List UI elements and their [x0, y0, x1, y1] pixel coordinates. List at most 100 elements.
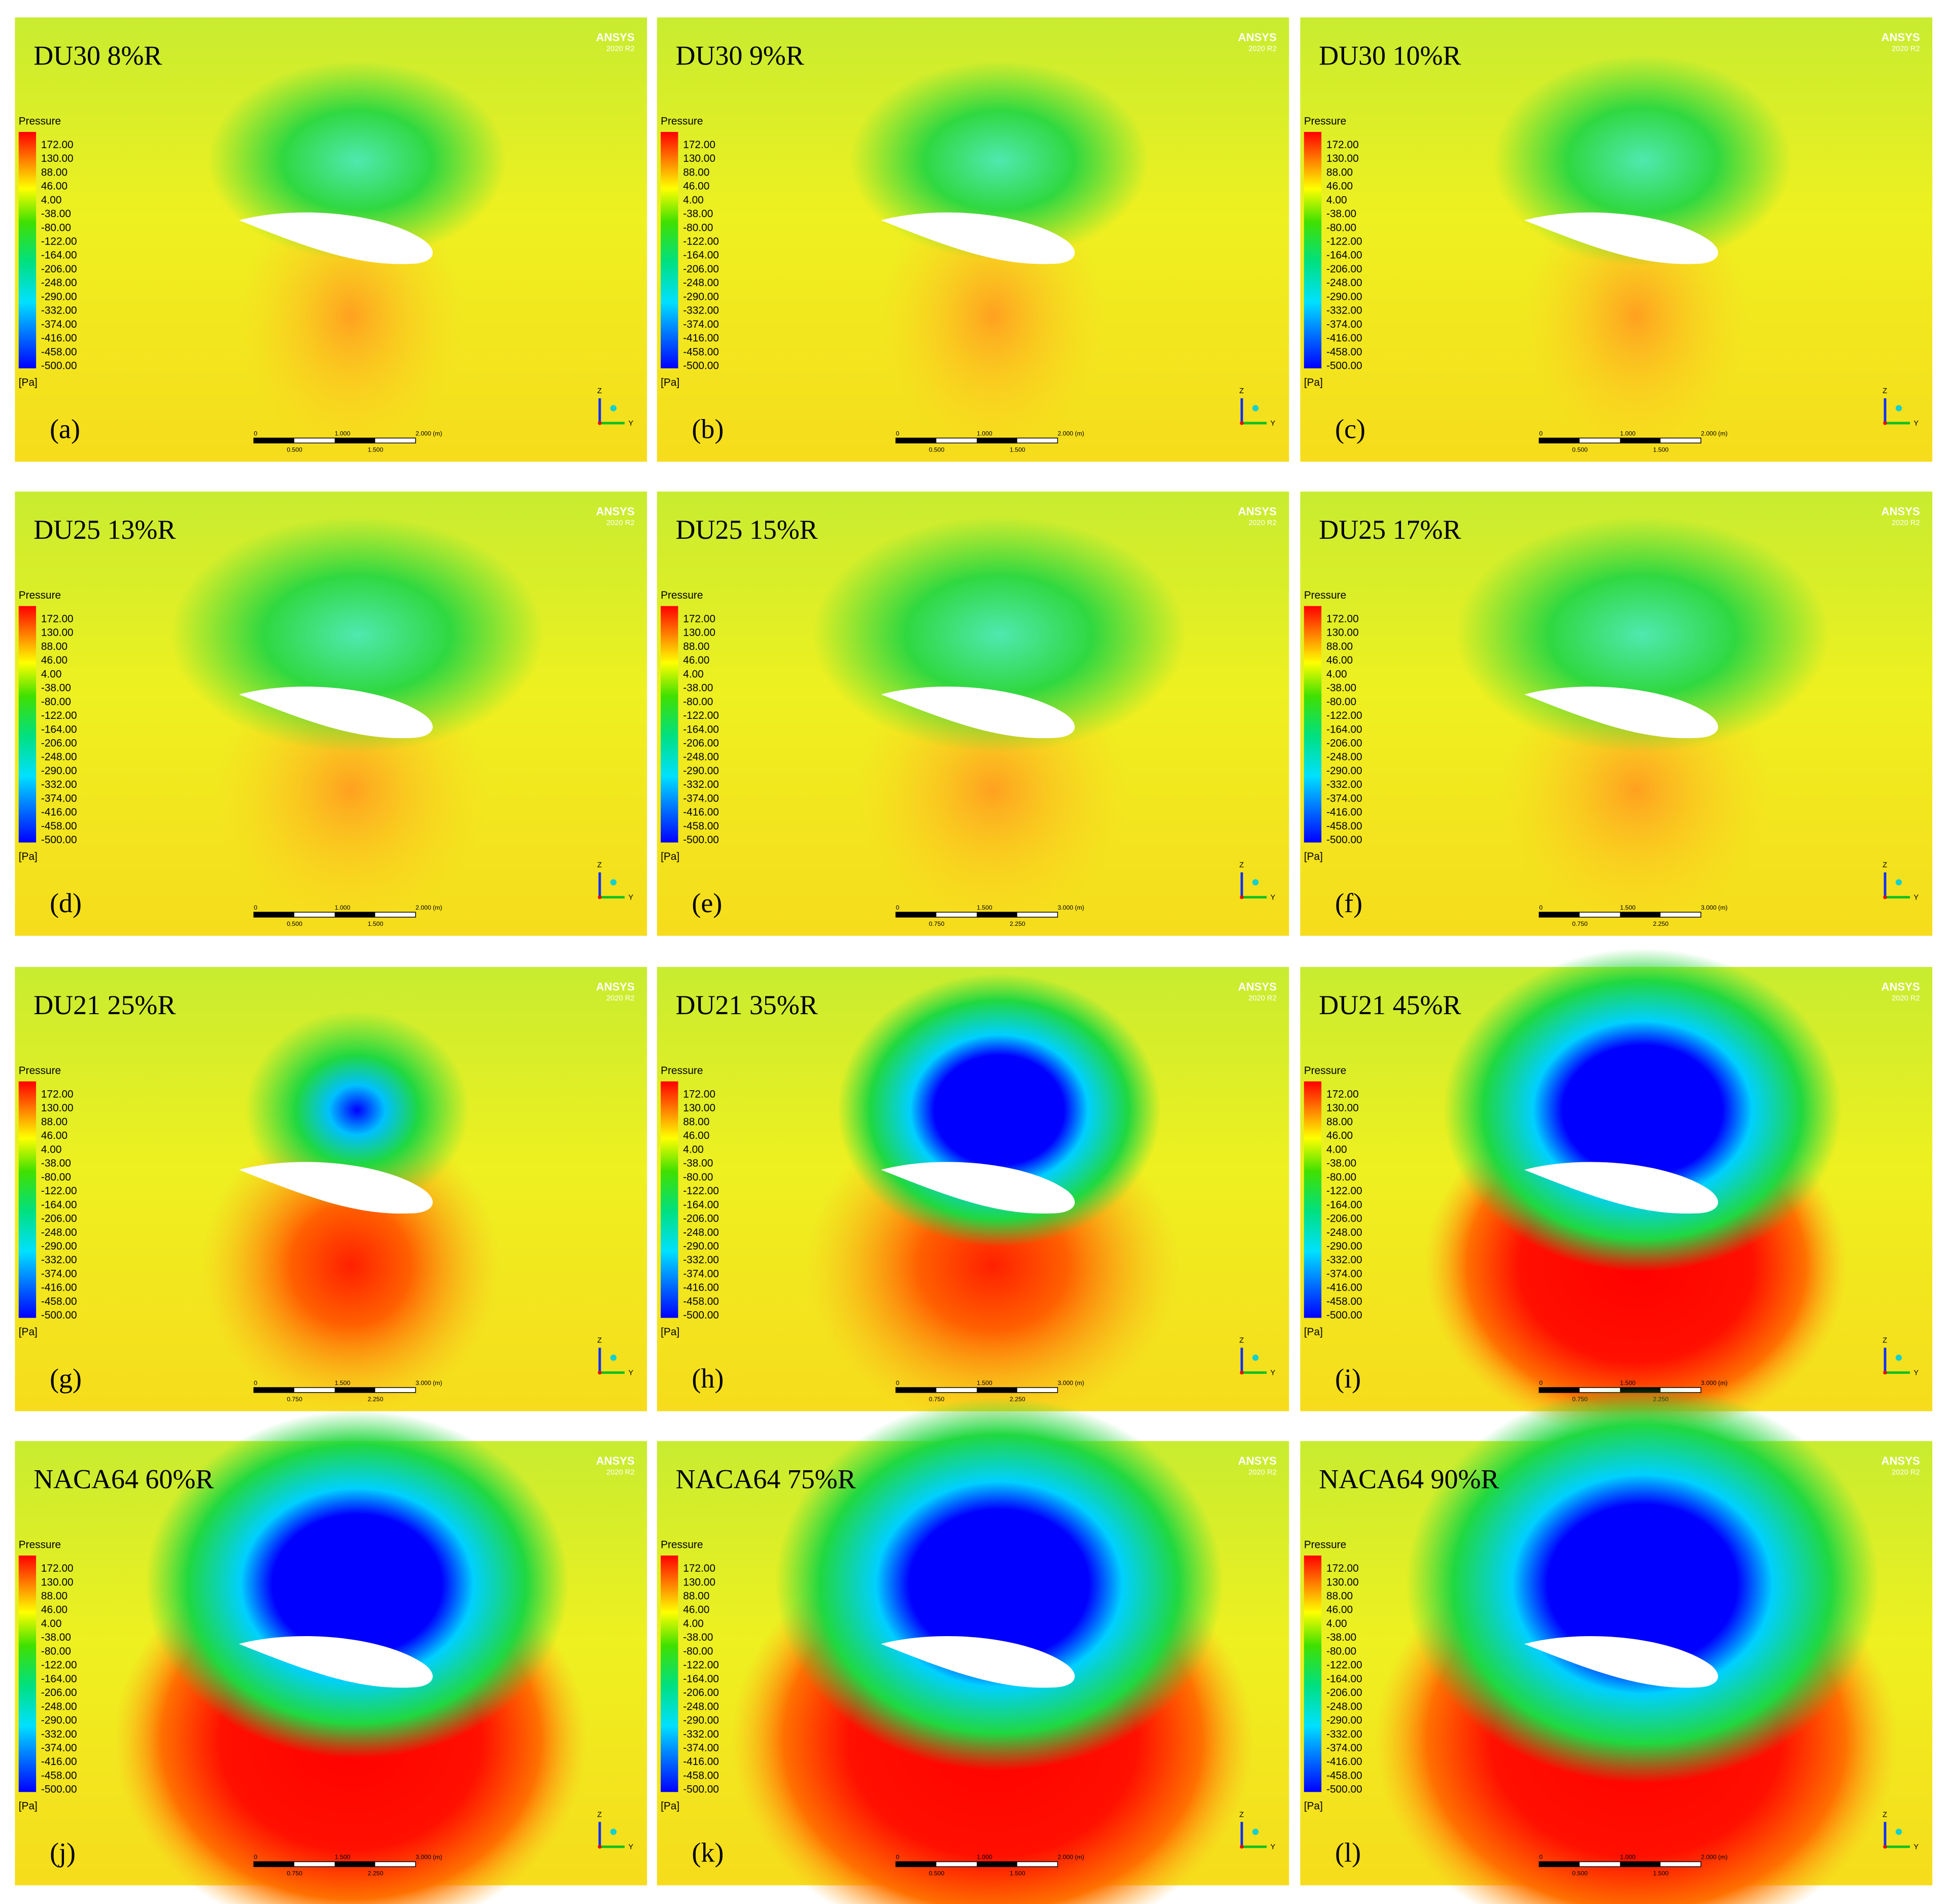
legend-label: 4.00 — [683, 1618, 704, 1630]
scale-label: 3.000 (m) — [1057, 1379, 1084, 1387]
legend-label: -80.00 — [683, 222, 713, 233]
panel: NACA64 90%R ANSYS 2020 R2 Pressure 172.00 130… — [1300, 1385, 1933, 1904]
legend-label: -206.00 — [683, 1213, 719, 1225]
legend-label: -206.00 — [41, 738, 77, 749]
legend-label: -206.00 — [683, 1687, 719, 1699]
panel-title: NACA64 60%R — [33, 1464, 214, 1495]
legend-label: 88.00 — [1326, 166, 1353, 178]
legend-label: -416.00 — [1326, 1756, 1362, 1768]
legend-label: -332.00 — [41, 1254, 77, 1266]
legend-unit: [Pa] — [1304, 376, 1323, 388]
legend-label: 46.00 — [1326, 654, 1353, 666]
airfoil — [1524, 1162, 1718, 1214]
axis-label: Z — [1239, 1811, 1244, 1819]
legend-label: 172.00 — [41, 139, 74, 151]
scale-bar-segment — [254, 1861, 294, 1867]
scale-label: 1.500 — [1653, 1870, 1669, 1877]
legend-label: 130.00 — [41, 153, 74, 164]
legend-label: -80.00 — [683, 1171, 713, 1183]
scale-label: 2.250 — [1010, 920, 1025, 927]
legend-label: -80.00 — [683, 696, 713, 708]
axis-label: Y — [1271, 893, 1276, 902]
legend-label: -164.00 — [41, 250, 77, 261]
axis-label: Z — [1882, 1337, 1887, 1345]
panel-label: (g) — [50, 1363, 82, 1394]
legend-label: -500.00 — [1326, 834, 1362, 846]
legend-label: -164.00 — [1326, 1673, 1362, 1685]
scale-label: 0.500 — [1572, 446, 1588, 453]
airfoil — [238, 1162, 433, 1214]
scale-bar-segment — [254, 1388, 294, 1393]
legend-label: -38.00 — [683, 208, 713, 220]
axis-label: Y — [1271, 1843, 1276, 1851]
legend-label: -206.00 — [1326, 1213, 1362, 1225]
legend-label: -122.00 — [41, 1185, 77, 1197]
legend-label: -416.00 — [683, 332, 719, 344]
legend-label: -38.00 — [1326, 1632, 1356, 1643]
scale-label: 2.000 (m) — [1057, 430, 1084, 437]
panel-label: (c) — [1335, 413, 1365, 444]
legend-label: -500.00 — [1326, 1784, 1362, 1795]
panel-label: (k) — [692, 1838, 724, 1868]
version: 2020 R2 — [1892, 519, 1920, 527]
legend-title: Pressure — [19, 1065, 61, 1077]
legend-label: -458.00 — [1326, 346, 1362, 358]
axis-origin — [1883, 421, 1887, 425]
legend-title: Pressure — [1304, 115, 1346, 127]
legend-label: -248.00 — [41, 277, 77, 289]
brand: ANSYS — [1238, 31, 1277, 44]
scale-bar-segment — [334, 1388, 375, 1393]
legend-label: 172.00 — [1326, 1563, 1359, 1574]
brand: ANSYS — [596, 1455, 635, 1467]
axis-x — [1252, 405, 1259, 411]
color-bar — [18, 1081, 37, 1318]
panel: NACA64 60%R ANSYS 2020 R2 Pressure 172.00 130… — [15, 1410, 647, 1904]
scale-label: 0 — [1539, 1854, 1543, 1861]
scale-label: 3.000 (m) — [1057, 904, 1084, 911]
legend-label: -374.00 — [41, 1268, 77, 1279]
legend-label: 4.00 — [683, 1144, 704, 1155]
scale-label: 1.000 — [977, 430, 992, 437]
legend-label: 130.00 — [683, 1576, 715, 1588]
legend-label: -500.00 — [41, 1309, 77, 1321]
legend-label: -416.00 — [1326, 1282, 1362, 1294]
legend-label: -374.00 — [1326, 1742, 1362, 1754]
axis-label: Z — [597, 1811, 602, 1819]
scale-bar-segment — [1539, 438, 1580, 443]
legend-label: -374.00 — [683, 319, 719, 330]
panel: NACA64 75%R ANSYS 2020 R2 Pressure 172.00 130… — [657, 1397, 1289, 1904]
airfoil — [1524, 212, 1718, 264]
color-bar — [661, 132, 678, 369]
axis-x — [1895, 1355, 1902, 1361]
legend-label: -248.00 — [683, 751, 719, 763]
axis-label: Z — [1882, 861, 1887, 870]
legend-label: 130.00 — [1326, 1576, 1359, 1588]
legend-unit: [Pa] — [1304, 1801, 1323, 1812]
scale-bar-segment — [1620, 1861, 1661, 1867]
axis-label: Y — [1271, 1369, 1276, 1377]
axis-origin — [1883, 1845, 1887, 1849]
legend-label: -290.00 — [1326, 1240, 1362, 1252]
brand: ANSYS — [1238, 505, 1277, 518]
legend-label: -374.00 — [683, 1268, 719, 1279]
legend-label: 88.00 — [683, 1590, 709, 1602]
scale-bar-segment — [334, 438, 375, 443]
scale-label: 0.750 — [287, 1870, 302, 1877]
scale-label: 0 — [896, 904, 900, 911]
legend-label: -416.00 — [41, 1756, 77, 1768]
legend-label: -332.00 — [41, 305, 77, 317]
version: 2020 R2 — [1248, 994, 1277, 1002]
panel-title: NACA64 75%R — [676, 1464, 856, 1495]
legend-label: -500.00 — [683, 1784, 719, 1795]
scale-label: 2.250 — [368, 1870, 384, 1877]
scale-label: 1.500 — [335, 1379, 351, 1387]
scale-label: 0.750 — [929, 1396, 945, 1403]
legend-unit: [Pa] — [661, 851, 679, 862]
legend-label: -290.00 — [683, 1240, 719, 1252]
scale-label: 1.500 — [368, 920, 384, 927]
scale-label: 2.000 (m) — [1057, 1854, 1084, 1861]
legend-label: 172.00 — [1326, 613, 1359, 625]
legend-label: -332.00 — [1326, 305, 1362, 317]
